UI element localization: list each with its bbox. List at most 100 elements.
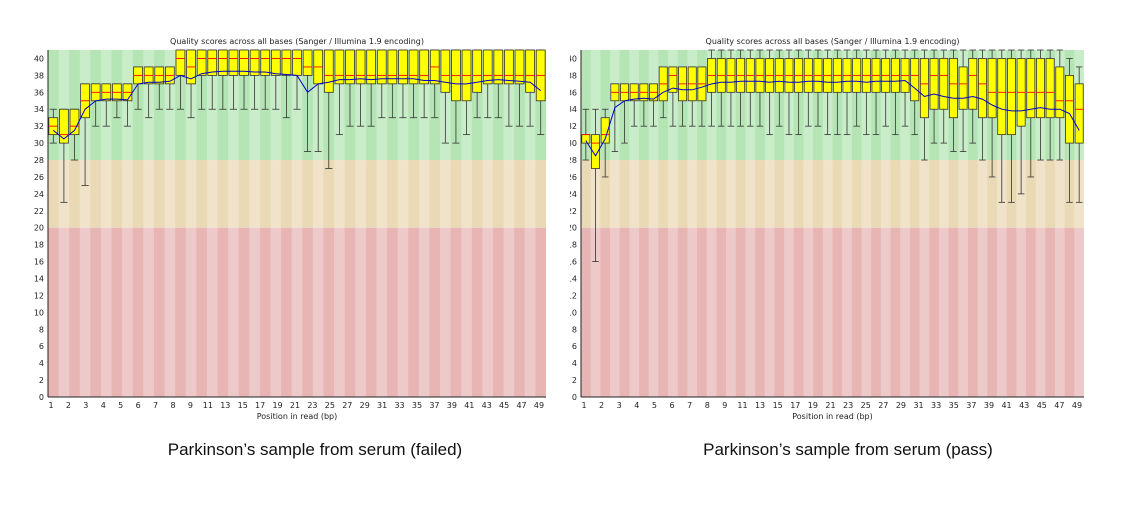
box-body: [514, 49, 525, 85]
box-20-21: [196, 49, 207, 110]
box-body: [281, 49, 292, 76]
y-tick-label: 0: [39, 393, 44, 402]
y-tick-label: 16: [570, 258, 577, 267]
box-60-61: [910, 49, 920, 136]
box-46-47: [842, 49, 852, 136]
box-body: [977, 58, 987, 119]
box-64-65: [929, 49, 939, 144]
x-tick-label: 47: [1054, 401, 1064, 410]
box-body: [919, 58, 929, 119]
box-body: [239, 49, 249, 76]
box-body: [1074, 83, 1084, 144]
x-tick-label: 5: [652, 401, 657, 410]
stripe: [503, 50, 515, 397]
x-tick-label: 13: [755, 401, 765, 410]
x-tick-label: 17: [790, 401, 800, 410]
x-tick-label: 31: [377, 401, 387, 410]
band-poor: [581, 227, 1084, 397]
y-tick-label: 24: [570, 190, 577, 199]
stripe: [842, 50, 852, 397]
stripe: [1074, 50, 1084, 397]
y-tick-label: 10: [570, 308, 577, 317]
box-body: [440, 49, 451, 93]
box-body: [600, 117, 610, 144]
y-tick-label: 14: [570, 275, 577, 284]
box-50-51: [861, 49, 871, 136]
x-tick-label: 43: [1019, 401, 1029, 410]
box-30-31: [249, 49, 260, 110]
x-tick-label: 35: [949, 401, 959, 410]
stripe: [185, 50, 197, 397]
x-tick-label: 47: [516, 401, 526, 410]
stripe: [100, 50, 112, 397]
x-tick-label: 43: [482, 401, 492, 410]
box-70-71: [461, 49, 472, 136]
box-body: [334, 49, 345, 85]
box-10-11: [668, 66, 678, 127]
stripe: [610, 50, 620, 397]
y-tick-label: 8: [572, 325, 577, 334]
box-34-35: [270, 49, 281, 110]
x-tick-label: 37: [966, 401, 976, 410]
stripe: [687, 50, 698, 397]
box-24-25: [736, 49, 746, 127]
x-tick-label: 29: [896, 401, 906, 410]
box-body: [366, 49, 377, 85]
stripe: [482, 50, 494, 397]
stripe: [397, 50, 409, 397]
box-body: [910, 58, 920, 102]
x-tick-label: 7: [153, 401, 158, 410]
box-body: [217, 49, 228, 76]
stripe: [861, 50, 872, 397]
box-72-73: [472, 49, 482, 119]
x-tick-label: 45: [499, 401, 509, 410]
box-3: [600, 108, 610, 178]
box-body: [1065, 74, 1074, 144]
stripe: [900, 50, 910, 397]
box-7: [112, 83, 122, 119]
x-tick-label: 7: [687, 401, 692, 410]
x-tick-label: 11: [737, 401, 747, 410]
box-90-91: [1055, 49, 1065, 161]
y-tick-label: 38: [570, 71, 577, 80]
stripe: [726, 50, 736, 397]
y-tick-label: 2: [572, 376, 577, 385]
box-body: [408, 49, 419, 85]
box-body: [668, 66, 678, 93]
y-tick-label: 8: [39, 325, 44, 334]
x-tick-label: 23: [307, 401, 317, 410]
box-36-37: [281, 49, 292, 119]
x-tick-label: 25: [861, 401, 871, 410]
y-tick-label: 2: [39, 376, 44, 385]
stripe: [143, 50, 154, 397]
x-tick-label: 6: [136, 401, 141, 410]
x-tick-label: 1: [581, 401, 586, 410]
y-tick-label: 26: [34, 173, 44, 182]
x-tick-label: 33: [931, 401, 941, 410]
y-tick-label: 36: [570, 88, 577, 97]
y-tick-label: 6: [572, 342, 577, 351]
y-tick-label: 34: [34, 105, 44, 114]
box-18-19: [707, 49, 717, 127]
box-80-81: [1006, 49, 1016, 203]
box-34-35: [784, 49, 794, 136]
box-body: [376, 49, 387, 85]
box-12-13: [678, 66, 688, 127]
stripe: [745, 50, 756, 397]
box-80-81: [514, 49, 525, 127]
box-24-25: [217, 49, 228, 110]
stripe: [524, 50, 536, 397]
box-62-63: [919, 49, 929, 161]
y-tick-label: 26: [570, 173, 577, 182]
box-6: [629, 83, 639, 127]
box-36-37: [794, 49, 804, 136]
box-body: [175, 49, 186, 76]
stripe: [58, 50, 70, 397]
x-tick-label: 49: [534, 401, 544, 410]
box-76-77: [493, 49, 504, 119]
box-body: [482, 49, 493, 85]
box-body: [260, 49, 271, 76]
x-tick-label: 33: [394, 401, 404, 410]
stripe: [706, 50, 717, 397]
stripe: [291, 50, 303, 397]
